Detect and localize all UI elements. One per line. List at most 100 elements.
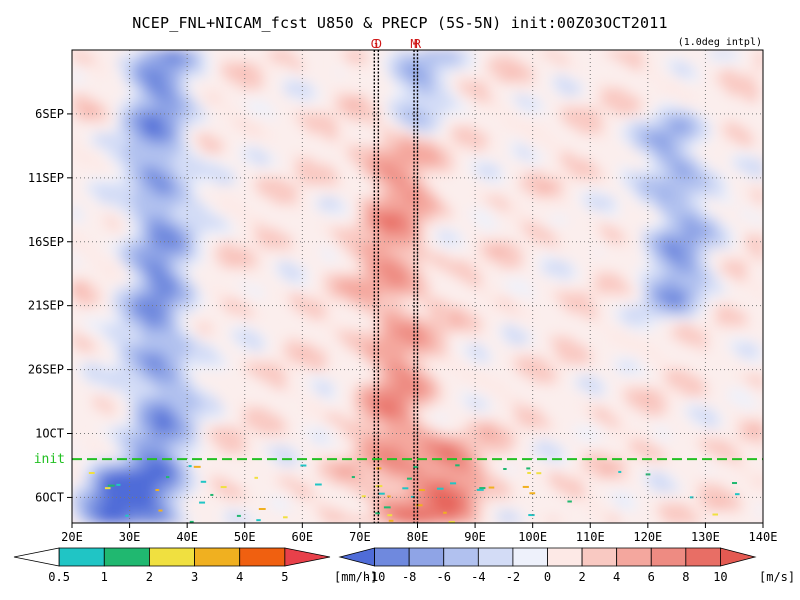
wind-cell	[636, 433, 643, 441]
wind-cell	[642, 407, 649, 415]
wind-cell	[682, 241, 689, 249]
wind-cell	[77, 331, 85, 339]
wind-cell	[630, 184, 637, 192]
wind-cell	[227, 446, 234, 454]
wind-cell	[331, 478, 338, 486]
wind-cell	[596, 228, 603, 236]
wind-cell	[405, 324, 413, 332]
wind-cell	[112, 133, 119, 141]
wind-cell	[446, 446, 453, 454]
wind-cell	[613, 459, 620, 467]
wind-cell	[584, 484, 591, 492]
wind-cell	[486, 465, 493, 473]
wind-cell	[164, 491, 171, 499]
wind-cell	[463, 81, 470, 89]
wind-cell	[262, 420, 269, 428]
wind-cell	[319, 388, 326, 396]
wind-cell	[198, 120, 206, 128]
wind-cell	[394, 510, 401, 518]
wind-cell	[440, 324, 447, 332]
wind-cell	[567, 62, 574, 70]
wind-cell	[653, 184, 660, 192]
wind-cell	[555, 177, 563, 185]
wind-cell	[106, 382, 113, 390]
wind-cell	[83, 471, 90, 479]
wind-cell	[457, 446, 465, 454]
wind-cell	[388, 395, 396, 403]
wind-cell	[215, 88, 223, 96]
wind-cell	[319, 407, 326, 415]
wind-cell	[509, 299, 516, 307]
wind-cell	[313, 165, 321, 173]
wind-cell	[411, 158, 419, 166]
wind-cell	[198, 209, 206, 217]
wind-cell	[653, 292, 660, 300]
wind-cell	[659, 203, 666, 211]
wind-cell	[567, 165, 574, 173]
wind-cell	[682, 75, 689, 83]
wind-cell	[670, 113, 678, 121]
wind-cell	[584, 158, 591, 166]
wind-cell	[118, 107, 125, 115]
wind-cell	[636, 299, 643, 307]
wind-cell	[452, 465, 459, 473]
wind-cell	[187, 69, 194, 77]
wind-cell	[509, 337, 516, 345]
wind-cell	[475, 401, 482, 409]
wind-cell	[417, 465, 424, 473]
wind-cell	[653, 427, 660, 435]
wind-cell	[676, 222, 683, 230]
wind-cell	[601, 516, 609, 523]
wind-cell	[411, 120, 419, 128]
wind-cell	[250, 184, 257, 192]
wind-cell	[319, 280, 326, 288]
wind-cell	[169, 439, 177, 447]
wind-cell	[411, 465, 419, 473]
wind-cell	[480, 75, 488, 83]
wind-cell	[365, 465, 373, 473]
wind-cell	[129, 69, 136, 77]
wind-cell	[129, 216, 136, 224]
wind-cell	[619, 471, 626, 479]
wind-cell	[112, 465, 119, 473]
wind-cell	[509, 280, 516, 288]
wind-cell	[187, 331, 194, 339]
wind-cell	[152, 491, 159, 499]
wind-cell	[342, 209, 349, 217]
wind-cell	[682, 503, 689, 511]
wind-cell	[169, 510, 177, 518]
wind-cell	[653, 318, 660, 326]
wind-cell	[400, 158, 407, 166]
wind-cell	[630, 318, 637, 326]
wind-cell	[164, 158, 171, 166]
wind-cell	[152, 286, 159, 294]
wind-cell	[325, 471, 332, 479]
wind-cell	[83, 292, 90, 300]
wind-cell	[624, 497, 632, 505]
wind-cell	[440, 439, 447, 447]
wind-cell	[382, 222, 390, 230]
wind-cell	[308, 107, 315, 115]
wind-cell	[429, 101, 436, 109]
wind-cell	[89, 50, 96, 57]
wind-cell	[457, 62, 465, 70]
wind-cell	[279, 177, 286, 185]
wind-cell	[653, 165, 660, 173]
wind-cell	[653, 356, 660, 364]
wind-cell	[175, 497, 183, 505]
wind-cell	[475, 94, 482, 102]
wind-cell	[411, 241, 419, 249]
wind-cell	[446, 324, 453, 332]
wind-cell	[365, 420, 373, 428]
wind-cell	[164, 388, 171, 396]
wind-cell	[273, 190, 280, 198]
wind-cell	[204, 209, 211, 217]
wind-cell	[141, 356, 148, 364]
wind-cell	[469, 165, 476, 173]
wind-cell	[192, 203, 200, 211]
wind-cell	[469, 465, 476, 473]
wind-cell	[279, 503, 286, 511]
wind-cell	[647, 260, 655, 268]
wind-cell	[118, 497, 125, 505]
